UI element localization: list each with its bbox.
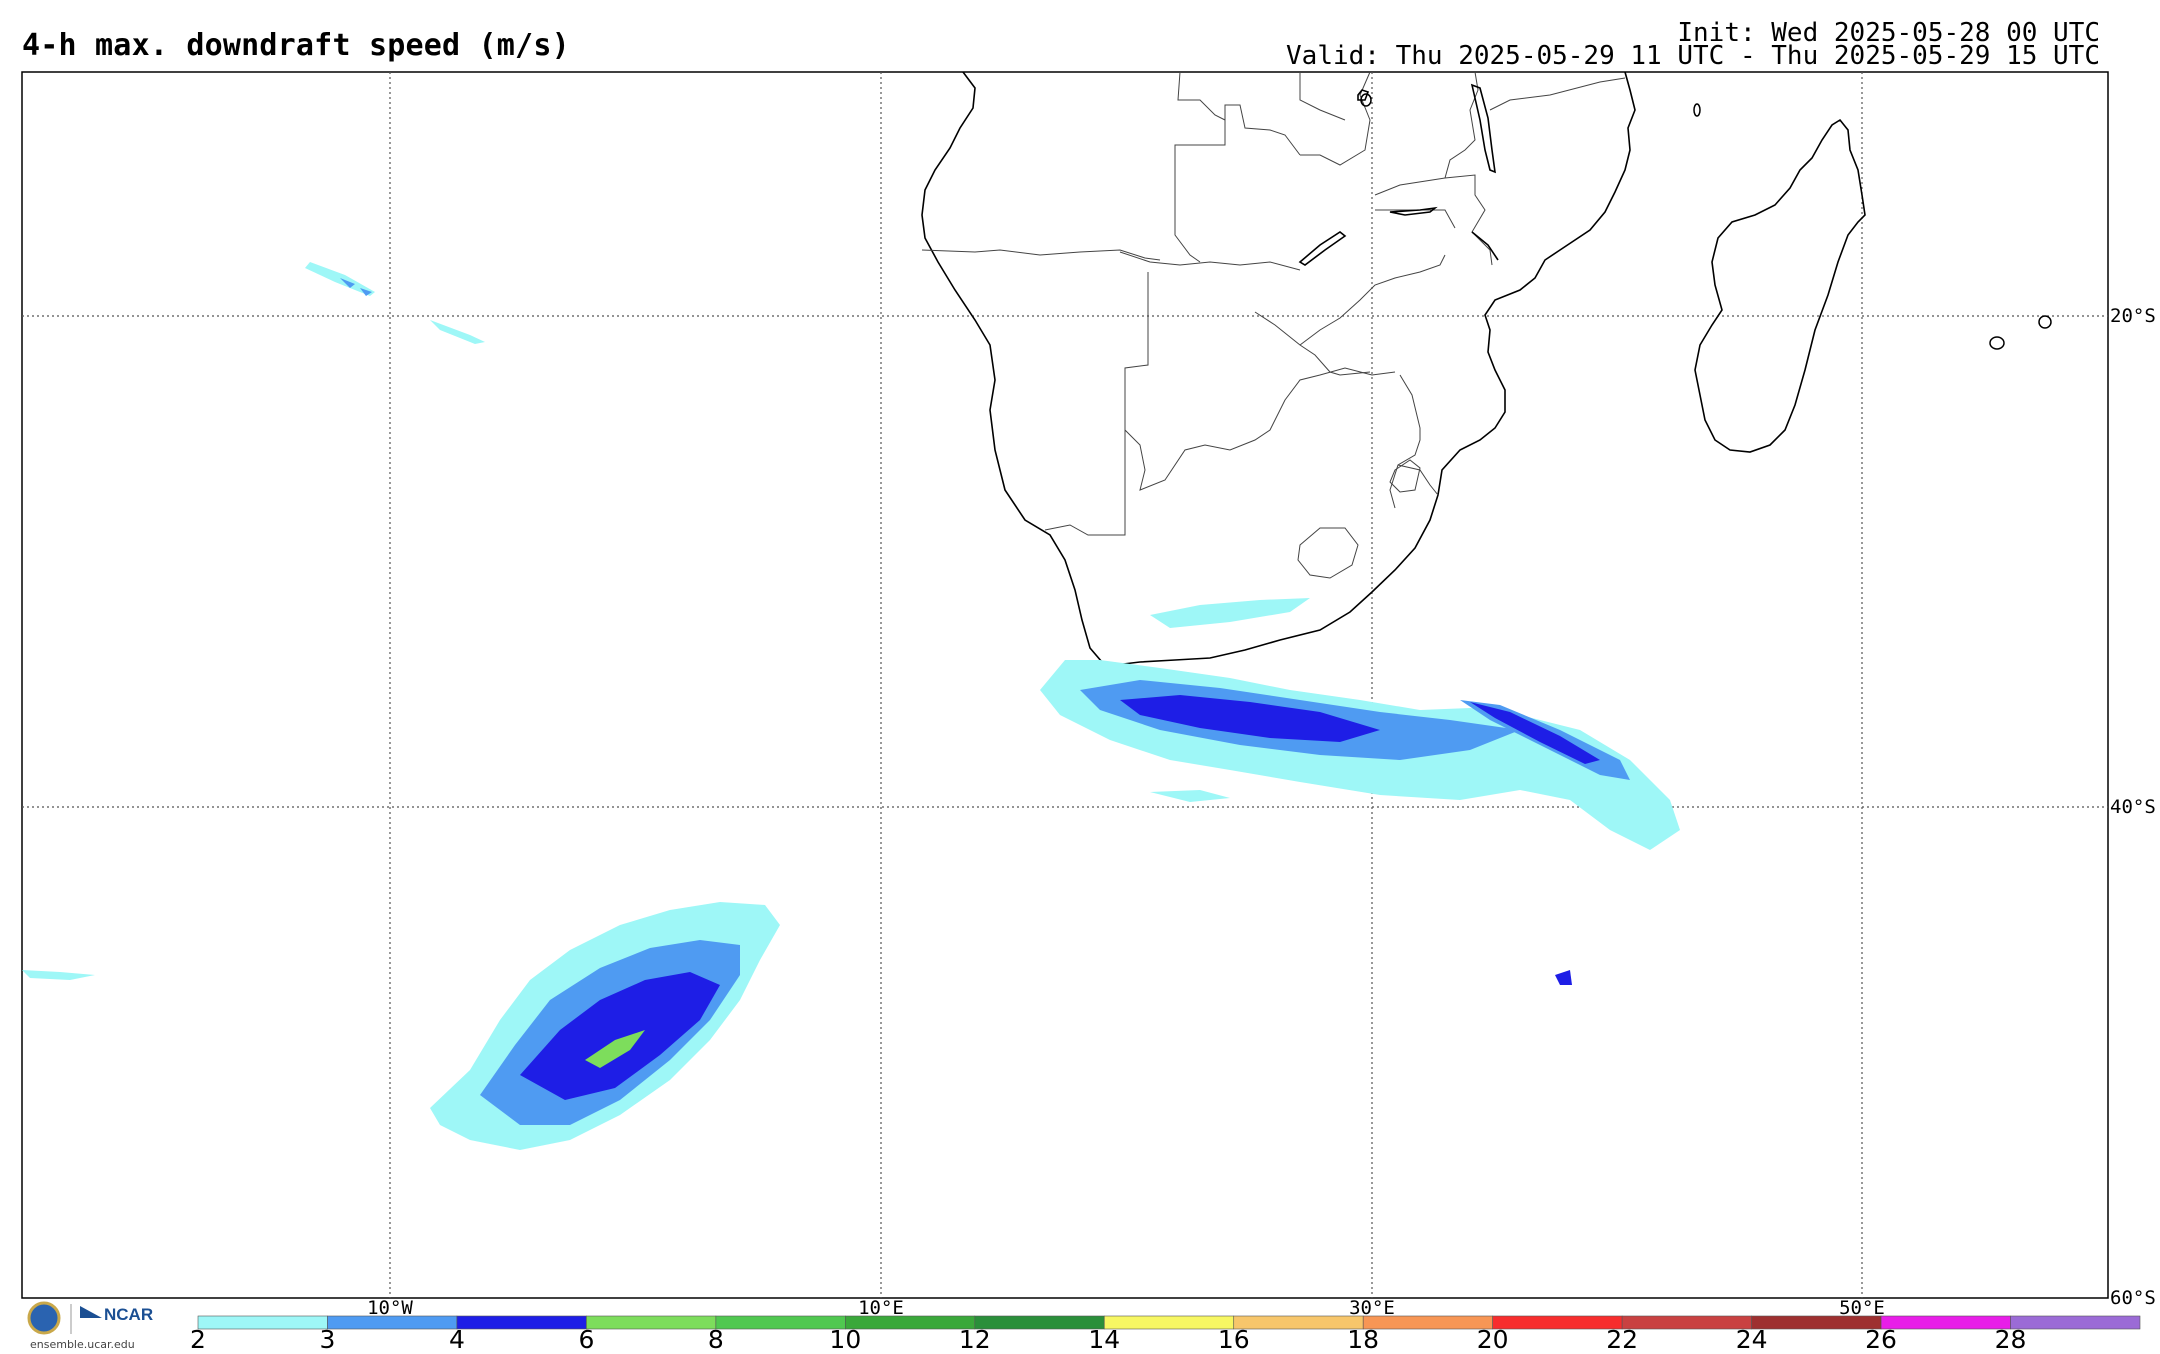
colorbar-tick-label: 24	[1736, 1325, 1768, 1354]
colorbar-tick-label: 22	[1606, 1325, 1638, 1354]
colorbar: 2 3 4 6 8 10 12 14 16 18 20 22 24 26 28	[190, 1315, 2141, 1354]
colorbar-tick-label: 20	[1477, 1325, 1509, 1354]
valid-time: Valid: Thu 2025-05-29 11 UTC - Thu 2025-…	[1286, 41, 2100, 71]
lake-tanganyika-tip	[1357, 89, 1370, 101]
map-frame	[21, 71, 2109, 1299]
lake-cahora-bassa	[1389, 206, 1438, 216]
nsf-seal-icon	[27, 1301, 61, 1335]
colorbar-swatch	[1751, 1315, 1882, 1330]
colorbar-tick-label: 28	[1995, 1325, 2027, 1354]
colorbar-swatch	[2010, 1315, 2141, 1330]
lat-label-40s: 40°S	[2110, 796, 2156, 818]
colorbar-swatch	[197, 1315, 328, 1330]
africa-coastline	[921, 71, 1636, 666]
colorbar-swatch	[845, 1315, 976, 1330]
nsf-ncar-logo	[27, 1301, 102, 1335]
lon-label-50e: 50°E	[1839, 1297, 1885, 1319]
colorbar-swatch	[1362, 1315, 1493, 1330]
colorbar-tick-label: 4	[449, 1325, 465, 1354]
downdraft-field-atlantic	[22, 902, 780, 1150]
colorbar-swatch	[715, 1315, 846, 1330]
colorbar-swatch	[1880, 1315, 2011, 1330]
lon-label-10w: 10°W	[367, 1297, 413, 1319]
colorbar-tick-label: 14	[1088, 1325, 1120, 1354]
country-borders	[921, 71, 1626, 536]
mozambique-channel-coast	[1471, 231, 1499, 261]
ncar-label: NCAR	[104, 1305, 154, 1324]
ensemble-url: ensemble.ucar.edu	[30, 1338, 135, 1351]
eswatini-border	[1389, 459, 1421, 493]
reunion-island	[2038, 315, 2052, 329]
colorbar-swatch	[1621, 1315, 1752, 1330]
colorbar-tick-label: 16	[1218, 1325, 1250, 1354]
colorbar-swatch	[1492, 1315, 1623, 1330]
colorbar-swatch	[586, 1315, 717, 1330]
colorbar-tick-label: 3	[320, 1325, 336, 1354]
colorbar-swatch	[327, 1315, 458, 1330]
colorbar-tick-label: 8	[708, 1325, 724, 1354]
small-lake	[1360, 93, 1372, 107]
colorbar-tick-label: 12	[959, 1325, 991, 1354]
colorbar-tick-label: 10	[829, 1325, 861, 1354]
lon-label-10e: 10°E	[858, 1297, 904, 1319]
downdraft-field-africa	[1040, 598, 1680, 985]
madagascar-coastline	[1694, 118, 1866, 453]
lat-label-60s: 60°S	[2110, 1287, 2156, 1309]
graticule	[22, 72, 2108, 1298]
downdraft-specks-blue	[340, 278, 372, 296]
colorbar-swatch	[1103, 1315, 1235, 1330]
mauritius-island	[1989, 336, 2005, 350]
lesotho-border	[1297, 527, 1359, 579]
colorbar-swatch	[974, 1315, 1105, 1330]
lake-kariba	[1298, 231, 1347, 266]
colorbar-swatch	[456, 1315, 587, 1330]
ncar-logo-icon	[80, 1306, 102, 1318]
comoros-island	[1693, 103, 1701, 117]
lat-label-20s: 20°S	[2110, 305, 2156, 327]
colorbar-tick-label: 6	[578, 1325, 594, 1354]
colorbar-swatch	[1233, 1315, 1364, 1330]
downdraft-specks	[305, 262, 485, 344]
colorbar-tick-label: 2	[190, 1325, 206, 1354]
colorbar-tick-label: 26	[1865, 1325, 1897, 1354]
init-time: Init: Wed 2025-05-28 00 UTC	[1677, 18, 2100, 48]
lon-label-30e: 30°E	[1349, 1297, 1395, 1319]
colorbar-tick-label: 18	[1347, 1325, 1379, 1354]
lake-malawi	[1470, 83, 1496, 174]
map-title: 4-h max. downdraft speed (m/s)	[22, 28, 570, 63]
